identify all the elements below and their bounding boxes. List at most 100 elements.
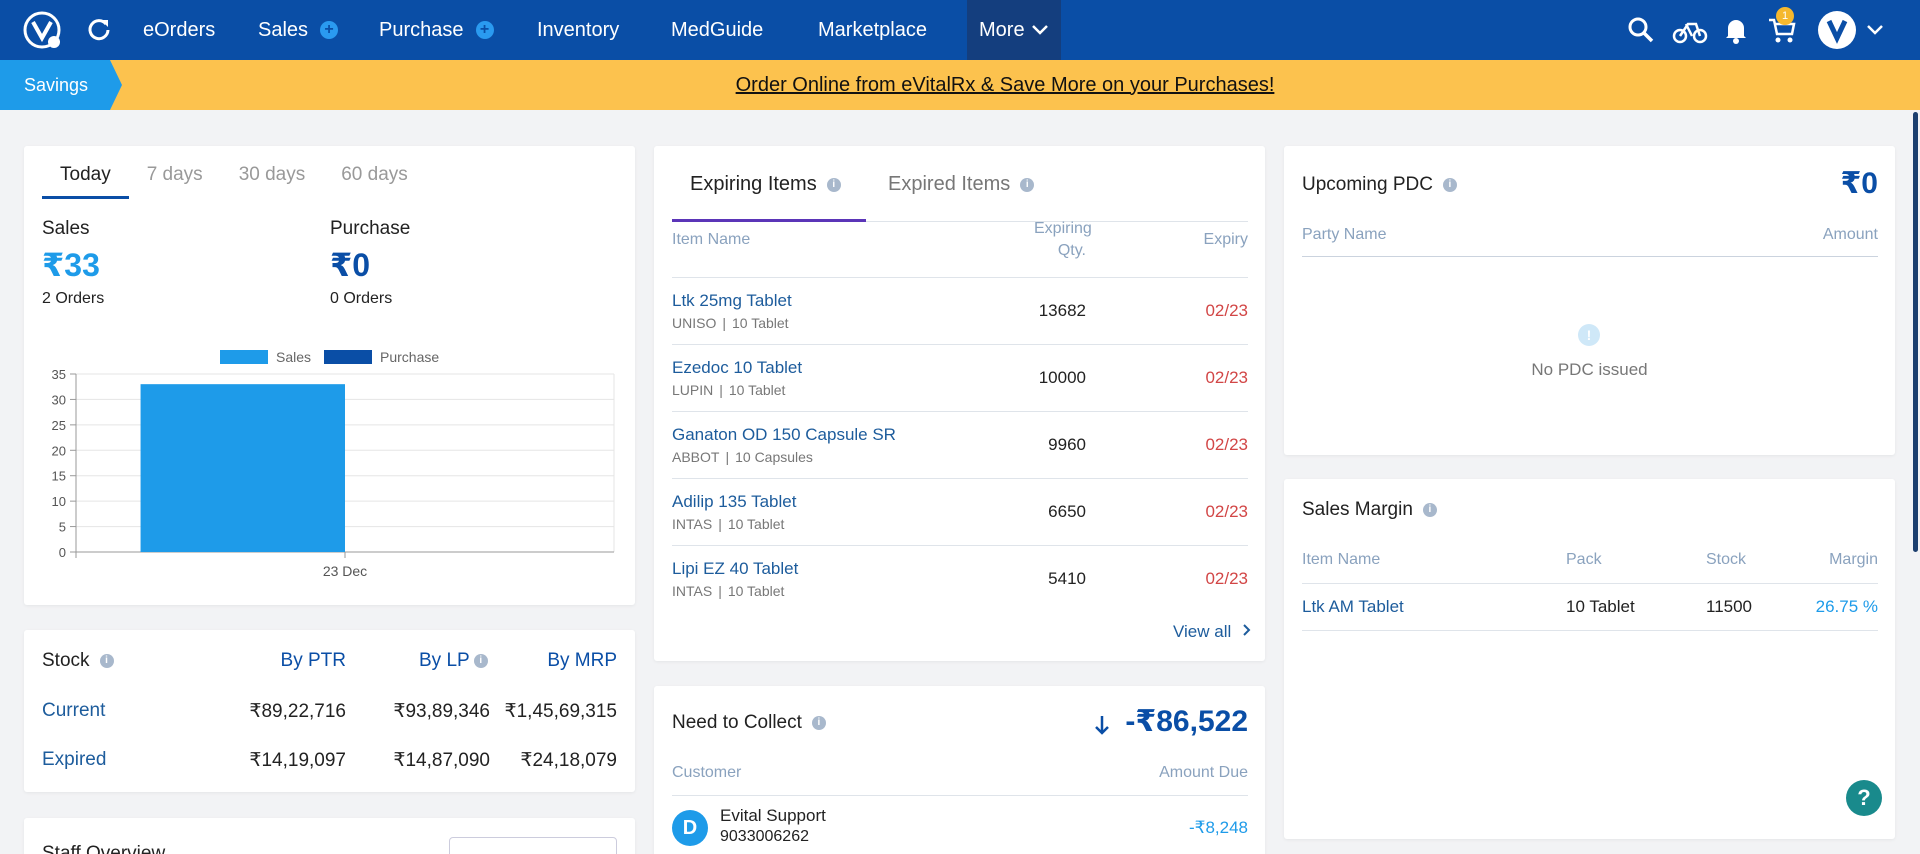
promo-banner: Order Online from eVitalRx & Save More o…: [0, 60, 1920, 110]
col-margin-item-name: Item Name: [1302, 551, 1381, 568]
cart-count-badge: 1: [1776, 7, 1794, 25]
divider: [1302, 583, 1878, 584]
row-divider: [672, 411, 1248, 412]
promo-link[interactable]: Order Online from eVitalRx & Save More o…: [735, 73, 1275, 96]
avatar-logo-icon: [1826, 19, 1848, 44]
legend-label: Purchase: [380, 349, 439, 365]
bell-icon[interactable]: [1720, 14, 1752, 46]
collect-total: -₹86,522: [1125, 705, 1248, 738]
stock-card: Stock i By PTR By LP i By MRP Current ₹89,…: [24, 630, 635, 792]
search-icon[interactable]: [1625, 14, 1657, 46]
margin-info-icon[interactable]: i: [1422, 502, 1437, 517]
collect-info-icon[interactable]: i: [811, 715, 826, 730]
margin-title: Sales Margin i: [1302, 499, 1437, 521]
stock-expired-ptr: ₹14,19,097: [249, 750, 346, 771]
nav-purchase[interactable]: Purchase +: [379, 0, 494, 60]
help-button[interactable]: ?: [1846, 780, 1882, 816]
item-pack: 10 Capsules: [735, 449, 813, 465]
stock-title-text: Stock: [42, 650, 90, 671]
customer-name[interactable]: Evital Support: [720, 806, 826, 825]
tab-30-days[interactable]: 30 days: [238, 164, 306, 185]
col-customer: Customer: [672, 764, 742, 781]
chevron-down-icon: [1031, 25, 1048, 35]
tab-today[interactable]: Today: [42, 164, 129, 199]
item-name-link[interactable]: Ltk 25mg Tablet: [672, 291, 792, 310]
item-name-link[interactable]: Ganaton OD 150 Capsule SR: [672, 425, 896, 444]
y-tick-label: 35: [52, 367, 66, 382]
pdc-info-icon[interactable]: i: [1442, 177, 1457, 192]
refresh-icon[interactable]: [86, 16, 112, 42]
avatar[interactable]: [1818, 11, 1856, 49]
divider: [672, 277, 1248, 278]
tab-expiring-items[interactable]: Expiring Items i: [672, 164, 866, 222]
margin-item-name[interactable]: Ltk AM Tablet: [1302, 597, 1404, 616]
add-sale-icon[interactable]: +: [320, 21, 339, 39]
header-by-ptr[interactable]: By PTR: [280, 650, 346, 671]
add-purchase-icon[interactable]: +: [475, 21, 494, 39]
nav-inventory[interactable]: Inventory: [537, 0, 619, 60]
staff-filter-select[interactable]: [449, 837, 617, 854]
nav-more[interactable]: More: [967, 0, 1061, 60]
item-qty: 13682: [1038, 301, 1086, 320]
item-expiry: 02/23: [1205, 368, 1248, 387]
item-meta: INTAS | 10 Tablet: [672, 583, 784, 599]
item-name-link[interactable]: Ezedoc 10 Tablet: [672, 358, 803, 377]
item-name-link[interactable]: Adilip 135 Tablet: [672, 492, 797, 511]
item-qty: 5410: [1048, 569, 1086, 588]
nav-medguide-label: MedGuide: [671, 18, 764, 41]
x-tick-label: 23 Dec: [323, 563, 367, 576]
expired-info-icon[interactable]: i: [1020, 177, 1035, 192]
margin-item-margin: 26.75 %: [1815, 597, 1878, 616]
item-separator: |: [718, 583, 722, 599]
period-tabs: Today 7 days 30 days 60 days: [42, 164, 426, 199]
nav-medguide[interactable]: MedGuide: [671, 0, 763, 60]
item-meta: ABBOT | 10 Capsules: [672, 449, 813, 465]
item-name-link[interactable]: Lipi EZ 40 Tablet: [672, 559, 799, 578]
col-expiring-qty: Expiring Qty.: [1034, 218, 1092, 262]
cart-icon[interactable]: [1766, 14, 1798, 46]
col-amount-due: Amount Due: [1159, 764, 1248, 781]
page-scrollbar[interactable]: [1913, 112, 1918, 552]
y-tick-label: 0: [59, 545, 66, 560]
legend-swatch: [324, 350, 372, 364]
stock-info-icon[interactable]: i: [99, 653, 114, 668]
y-tick-label: 10: [52, 494, 66, 509]
item-separator: |: [719, 382, 723, 398]
col-margin: Margin: [1829, 551, 1878, 568]
y-tick-label: 25: [52, 418, 66, 433]
header-by-mrp[interactable]: By MRP: [547, 650, 617, 671]
upcoming-pdc-card: Upcoming PDC i ₹0 Party Name Amount ! No …: [1284, 146, 1895, 455]
customer-amount: -₹8,248: [1188, 818, 1248, 837]
lp-info-icon[interactable]: i: [473, 653, 488, 668]
stock-current-mrp: ₹1,45,69,315: [504, 701, 617, 722]
tab-60-days[interactable]: 60 days: [341, 164, 408, 185]
profile-chevron-icon[interactable]: [1866, 24, 1884, 36]
stock-expired-lp: ₹14,87,090: [393, 750, 490, 771]
tab-expired-items-label: Expired Items: [888, 173, 1011, 195]
y-tick-label: 15: [52, 469, 66, 484]
nav-purchase-label: Purchase: [379, 18, 464, 41]
expiring-info-icon[interactable]: i: [826, 177, 841, 192]
nav-marketplace[interactable]: Marketplace: [818, 0, 927, 60]
item-meta: UNISO | 10 Tablet: [672, 315, 789, 331]
pdc-total: ₹0: [1840, 167, 1878, 200]
row-divider: [672, 478, 1248, 479]
savings-tag: Savings: [0, 60, 122, 110]
tab-7-days[interactable]: 7 days: [146, 164, 203, 185]
bike-delivery-icon[interactable]: [1672, 14, 1708, 46]
legend-swatch: [220, 350, 268, 364]
nav-sales[interactable]: Sales +: [258, 0, 339, 60]
stock-row-current-label[interactable]: Current: [42, 700, 106, 721]
need-to-collect-card: Need to Collect i -₹86,522 Customer Amoun…: [654, 686, 1265, 854]
purchase-label: Purchase: [330, 218, 411, 239]
view-all-link[interactable]: View all: [1173, 622, 1252, 642]
item-qty: 10000: [1038, 368, 1086, 387]
tab-expired-items[interactable]: Expired Items i: [888, 164, 1035, 222]
item-company: UNISO: [672, 315, 717, 331]
app-logo-icon[interactable]: [22, 10, 62, 50]
nav-eorders[interactable]: eOrders: [143, 0, 215, 60]
stock-row-expired-label[interactable]: Expired: [42, 749, 107, 770]
item-expiry: 02/23: [1205, 301, 1248, 320]
header-by-lp[interactable]: By LP i: [419, 650, 488, 672]
col-amount: Amount: [1822, 226, 1878, 243]
